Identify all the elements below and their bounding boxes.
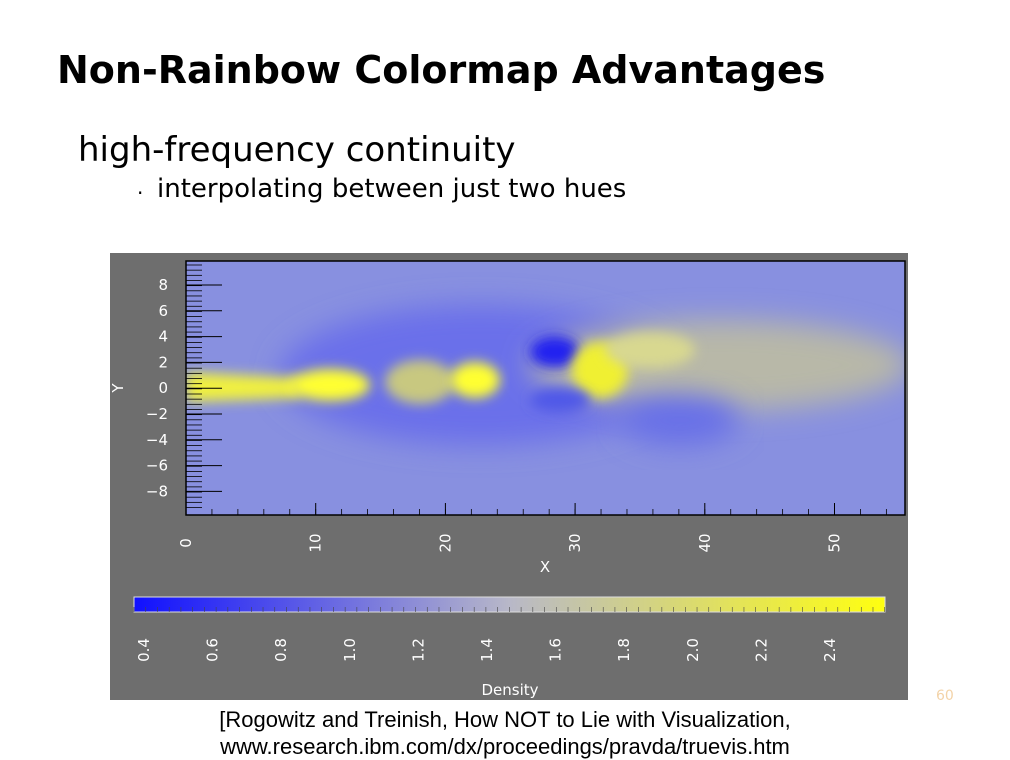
y-tick-label: 4: [158, 328, 168, 346]
x-axis-label: X: [540, 558, 550, 576]
x-tick-label: 0: [177, 538, 195, 548]
bullet-dot: ·: [137, 181, 144, 205]
y-tick-label: −6: [146, 457, 168, 475]
x-tick-label: 50: [826, 533, 844, 552]
page-number: 60: [936, 688, 954, 704]
citation-line: [Rogowitz and Treinish, How NOT to Lie w…: [219, 707, 791, 732]
x-tick-label: 20: [436, 533, 454, 552]
subtitle: high-frequency continuity: [78, 130, 516, 170]
colorbar-tick-label: 0.8: [272, 638, 290, 662]
colorbar-tick-label: 1.0: [341, 638, 359, 662]
colorbar-tick-label: 2.4: [821, 638, 839, 662]
y-tick-label: 0: [158, 379, 168, 397]
slide-title: Non-Rainbow Colormap Advantages: [57, 48, 826, 92]
colorbar-tick-label: 1.6: [547, 638, 565, 662]
colorbar-tick-label: 1.8: [615, 638, 633, 662]
y-tick-label: 2: [158, 353, 168, 371]
y-tick-label: 6: [158, 302, 168, 320]
colorbar-label: Density: [481, 681, 538, 699]
x-tick-label: 40: [696, 533, 714, 552]
bullet: interpolating between just two hues: [157, 174, 627, 204]
y-axis-label: Y: [109, 383, 127, 394]
y-tick-label: −8: [146, 482, 168, 500]
x-tick-label: 30: [566, 533, 584, 552]
y-tick-label: 8: [158, 276, 168, 294]
colorbar-tick-label: 1.4: [478, 638, 496, 662]
colorbar-tick-label: 0.6: [204, 638, 222, 662]
density-field: [186, 261, 905, 515]
colorbar-tick-label: 1.2: [409, 638, 427, 662]
y-tick-label: −2: [146, 405, 168, 423]
colorbar-tick-label: 0.4: [135, 638, 153, 662]
citation-line: www.research.ibm.com/dx/proceedings/prav…: [220, 734, 790, 759]
colorbar-tick-label: 2.2: [752, 638, 770, 662]
y-tick-label: −4: [146, 431, 168, 449]
x-tick-label: 10: [307, 533, 325, 552]
colorbar-tick-label: 2.0: [684, 638, 702, 662]
